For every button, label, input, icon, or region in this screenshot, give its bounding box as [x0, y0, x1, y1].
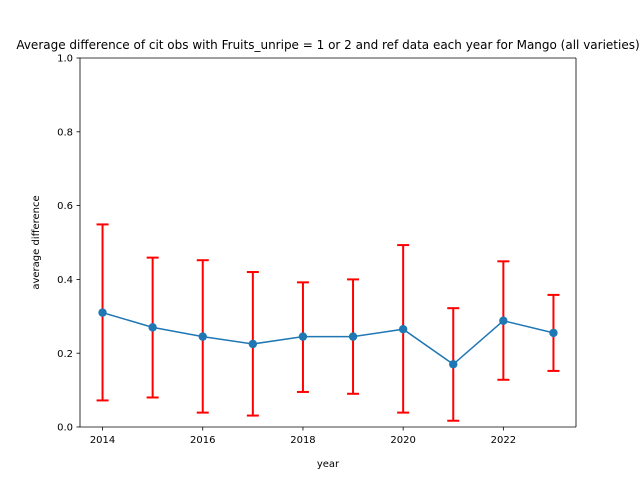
data-point [198, 332, 207, 341]
data-point [98, 308, 107, 317]
series-line [102, 311, 554, 366]
data-point [449, 360, 458, 369]
plot-marks [96, 223, 560, 422]
x-tick-label: 2020 [390, 435, 415, 446]
y-tick-label: 1.0 [57, 54, 73, 65]
data-point [248, 339, 258, 349]
plot-area [80, 58, 576, 427]
data-point [348, 332, 358, 341]
x-tick-label: 2016 [190, 435, 215, 446]
data-point [549, 328, 558, 338]
y-tick-label: 0.2 [57, 349, 73, 360]
y-tick-label: 0.0 [57, 423, 73, 434]
y-tick-label: 0.4 [57, 275, 73, 286]
data-point [298, 332, 308, 341]
y-tick-label: 0.6 [57, 201, 73, 212]
chart-title: Average difference of cit obs with Fruit… [16, 38, 639, 52]
x-tick-label: 2022 [491, 435, 516, 446]
axis-ticks: 2014 2016 2018 2020 2022 0.0 0.2 0.4 0.6 0.8 1.0 [57, 54, 516, 446]
x-axis-label: year [317, 459, 340, 470]
y-tick-label: 0.8 [57, 127, 73, 138]
data-point [499, 316, 508, 325]
x-tick-label: 2018 [290, 435, 315, 446]
axes-frame [79, 57, 577, 428]
y-axis-label: average difference [31, 195, 42, 289]
data-point [148, 323, 157, 332]
data-point [398, 325, 408, 334]
x-tick-label: 2014 [90, 435, 115, 446]
